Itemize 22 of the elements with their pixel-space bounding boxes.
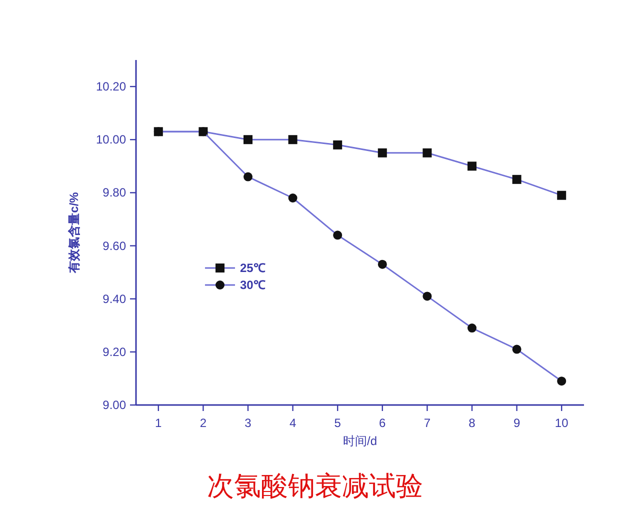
- y-tick-label: 10.20: [96, 80, 126, 94]
- x-tick-label: 3: [244, 416, 252, 430]
- x-tick-label: 5: [334, 416, 342, 430]
- y-tick-label: 9.20: [102, 344, 126, 359]
- x-tick-label: 6: [379, 416, 386, 430]
- x-tick-label: 4: [289, 416, 296, 430]
- legend-label: 25℃: [240, 261, 266, 275]
- x-axis-title: 时间/d: [342, 434, 378, 448]
- x-tick-label: 9: [513, 416, 520, 430]
- x-tick-label: 8: [468, 416, 476, 430]
- y-tick-label: 9.40: [102, 292, 126, 306]
- y-tick-label: 9.80: [102, 186, 126, 200]
- y-tick-label: 10.00: [96, 132, 126, 147]
- y-axis-title: 有效氯含量c/%: [67, 192, 81, 274]
- text: 次氯酸钠衰减试验: [207, 471, 423, 502]
- x-tick-label: 7: [424, 416, 431, 430]
- y-tick-label: 9.60: [102, 238, 126, 253]
- x-tick-label: 2: [200, 416, 207, 430]
- x-tick-label: 1: [155, 416, 162, 430]
- legend-label: 30℃: [240, 278, 266, 292]
- y-tick-label: 9.00: [102, 398, 126, 412]
- x-tick-label: 10: [554, 416, 569, 430]
